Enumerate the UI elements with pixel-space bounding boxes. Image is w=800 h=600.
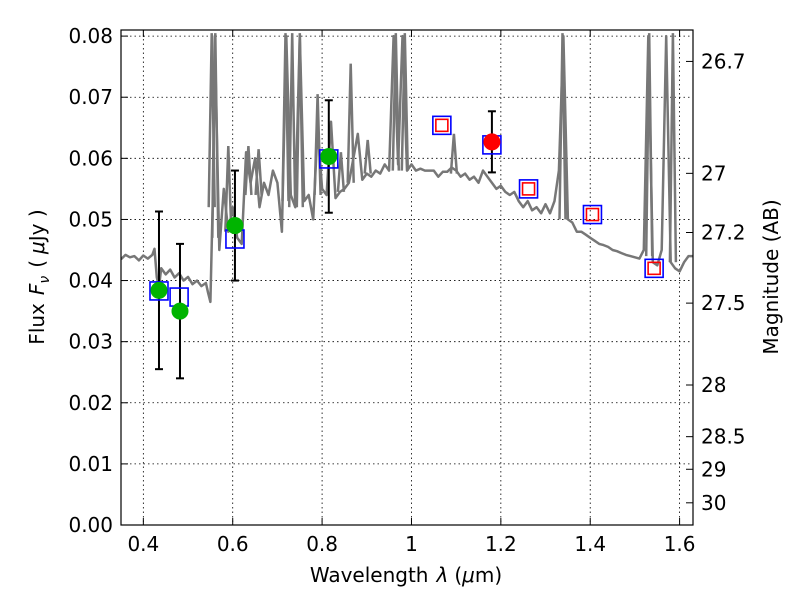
y-tick-label: 0.06 xyxy=(68,146,113,170)
y-tick-label: 0.03 xyxy=(68,330,113,354)
sed-emission-line xyxy=(668,33,678,263)
y-tick-label: 0.07 xyxy=(68,85,113,109)
sed-emission-line xyxy=(449,133,459,174)
sed-emission-line xyxy=(558,33,567,220)
sed-emission-line xyxy=(400,33,410,171)
plot-frame xyxy=(120,29,694,526)
model-point-blue-square xyxy=(432,115,452,136)
y-tick-label: 0.04 xyxy=(68,269,113,293)
y2-tick-label: 26.7 xyxy=(701,49,746,73)
sed-emission-line xyxy=(254,149,263,196)
y2-tick-label: 28.5 xyxy=(701,425,746,449)
y-tick-label: 0.00 xyxy=(68,513,113,537)
data-point-red xyxy=(483,133,501,151)
data-point-green xyxy=(320,148,338,165)
x-tick-label: 0.4 xyxy=(127,532,159,556)
model-point-red-square xyxy=(521,182,536,196)
model-point-blue-square xyxy=(644,258,664,279)
x-tick-label: 1.2 xyxy=(485,532,517,556)
sed-emission-line xyxy=(336,152,346,192)
y-tick-label: 0.08 xyxy=(68,24,113,48)
y-axis-title: FluxFν(μJy ) xyxy=(25,209,53,344)
model-point-red-square xyxy=(435,118,449,133)
sed-emission-line xyxy=(281,33,290,202)
model-point-red-square xyxy=(585,207,600,222)
x-tick-label: 0.6 xyxy=(217,532,249,556)
sed-emission-line xyxy=(363,139,372,174)
ticks: 0.4 0.6 0.8 1 1.2 1.4 1.6 0.00 0.01 0.02 0.03 0.04 0… xyxy=(68,24,745,556)
x-tick-label: 1.6 xyxy=(664,532,696,556)
y-tick-label: 0.01 xyxy=(68,452,113,476)
sed-emission-line xyxy=(287,33,297,208)
x-axis-title: Wavelength λ (μm) xyxy=(310,563,502,587)
plot-area xyxy=(121,33,693,380)
sed-emission-line xyxy=(295,33,305,208)
y2-tick-label: 30 xyxy=(701,491,726,515)
model-point-blue-square xyxy=(518,179,539,199)
x-tick-label: 1 xyxy=(405,532,418,556)
data-point-green xyxy=(171,302,189,320)
y2-tick-label: 28 xyxy=(701,373,726,397)
model-point-red-square xyxy=(647,261,661,276)
sed-emission-line xyxy=(224,146,233,232)
sed-emission-line xyxy=(346,63,355,183)
sed-emission-line xyxy=(211,33,220,238)
y2-tick-label: 27 xyxy=(701,161,726,185)
y2-tick-label: 27.2 xyxy=(701,221,746,245)
x-tick-label: 0.8 xyxy=(306,532,338,556)
data-point-green xyxy=(226,217,244,235)
y-tick-label: 0.05 xyxy=(68,207,113,231)
y2-tick-label: 29 xyxy=(701,457,726,481)
y-tick-label: 0.02 xyxy=(68,391,113,415)
x-tick-label: 1.4 xyxy=(574,532,606,556)
model-point-blue-square xyxy=(582,204,603,225)
grid xyxy=(121,30,693,526)
sed-emission-line xyxy=(644,33,654,257)
y2-axis-title: Magnitude (AB) xyxy=(759,199,783,354)
y2-tick-label: 27.5 xyxy=(701,291,746,315)
data-point-green xyxy=(150,281,168,299)
sed-emission-line xyxy=(244,146,253,196)
sed-emission-line xyxy=(391,33,401,171)
